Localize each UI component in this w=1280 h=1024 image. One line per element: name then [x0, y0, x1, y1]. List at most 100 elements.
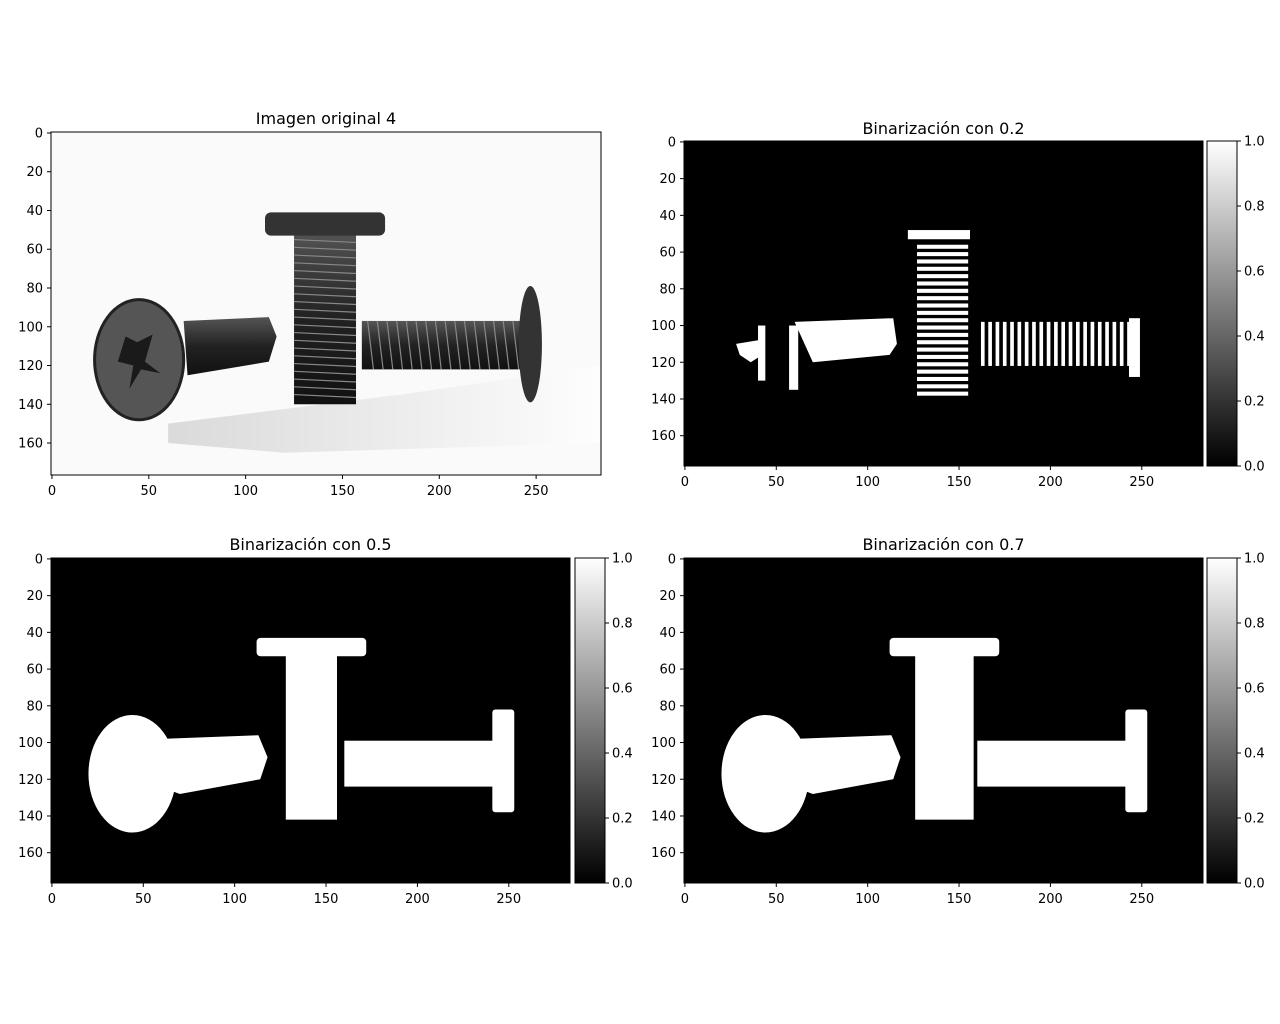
left-screw-shaft [183, 317, 277, 376]
thread-line [294, 331, 357, 337]
thread-stripe [917, 376, 969, 381]
colorbar-gradient [1206, 557, 1238, 884]
x-tick-label: 150 [947, 475, 972, 490]
screw-shadow [168, 365, 601, 453]
subplot-1: Imagen original 4 0 50 100 150 200 250 0 20 40 60 8… [18, 109, 602, 499]
colorbar-tick-label: 0.4 [1244, 747, 1265, 762]
thread-line [396, 320, 404, 370]
colorbar-tick-label: 0.4 [612, 747, 633, 762]
right-shaft-blob [344, 740, 500, 787]
colorbar-tick-label: 0.8 [612, 617, 633, 632]
y-tick-label: 0 [668, 135, 676, 150]
colorbar-tick-label: 0.8 [1244, 617, 1265, 632]
colorbar: 0.0 0.2 0.4 0.6 0.8 1.0 [1206, 135, 1265, 475]
x-tick-label: 100 [855, 892, 880, 907]
subplot-title: Binarización con 0.2 [862, 119, 1024, 138]
thread-stripe [1061, 321, 1066, 366]
y-tick-label: 140 [651, 809, 676, 824]
thread-line [425, 320, 433, 370]
x-tick-label: 250 [524, 484, 549, 499]
y-tick-label: 40 [659, 626, 676, 641]
thread-line [294, 393, 357, 399]
thread-stripe [917, 362, 969, 367]
subplot-title: Imagen original 4 [256, 109, 396, 128]
y-tick-label: 60 [26, 243, 43, 258]
thread-stripe [1024, 321, 1029, 366]
y-tick-label: 0 [35, 126, 43, 141]
thread-stripe [1017, 321, 1022, 366]
right-screw-head [518, 286, 542, 403]
thread-line [415, 320, 423, 370]
thread-stripe [917, 354, 969, 359]
colorbar-tick-label: 0.6 [1244, 265, 1265, 280]
colorbar: 0.0 0.2 0.4 0.6 0.8 1.0 [574, 552, 633, 892]
thread-stripe [1090, 321, 1095, 366]
thread-stripe [917, 369, 969, 374]
colorbar-tick-label: 0.4 [1244, 330, 1265, 345]
left-head-blob [721, 714, 810, 833]
thread-stripe [1039, 321, 1044, 366]
y-tick-label: 160 [18, 437, 43, 452]
phillips-fragment [758, 325, 766, 381]
thread-line [386, 320, 394, 370]
x-tick-label: 100 [233, 484, 258, 499]
thread-stripe [917, 244, 969, 249]
x-tick-label: 0 [48, 484, 56, 499]
colorbar-tick-label: 1.0 [1244, 135, 1265, 150]
y-tick-label: 140 [651, 392, 676, 407]
y-tick-label: 40 [659, 209, 676, 224]
thread-line [294, 262, 357, 267]
thread-line [294, 293, 357, 298]
thread-line [434, 320, 442, 370]
subplot-4: Binarización con 0.7 0 50 100 150 200 250 0 20 40… [651, 535, 1265, 907]
y-tick-label: 120 [651, 773, 676, 788]
y-tick-label: 80 [659, 282, 676, 297]
thread-line [294, 324, 357, 329]
y-tick-label: 160 [651, 429, 676, 444]
x-tick-label: 200 [405, 892, 430, 907]
thread-line [483, 320, 491, 370]
y-tick-label: 120 [651, 356, 676, 371]
thread-stripe [917, 340, 969, 345]
thread-stripe [917, 384, 969, 389]
thread-stripe [917, 332, 969, 337]
x-tick-label: 200 [1038, 892, 1063, 907]
left-shaft-blob [161, 735, 268, 794]
colorbar-tick-label: 0.2 [1244, 812, 1265, 827]
thread-line [294, 277, 357, 282]
y-tick-label: 60 [659, 246, 676, 261]
thread-line [473, 320, 481, 370]
left-head-blob [88, 714, 177, 833]
thread-line [376, 320, 384, 370]
thread-line [294, 246, 357, 251]
right-screw-shaft [361, 320, 527, 370]
x-tick-label: 0 [681, 475, 689, 490]
thread-line [294, 285, 357, 290]
y-tick-label: 100 [651, 736, 676, 751]
phillips-recess [117, 334, 161, 389]
thread-line [405, 320, 413, 370]
thread-line [294, 362, 357, 368]
colorbar-gradient [1206, 140, 1238, 467]
thread-line [454, 320, 462, 370]
axes-frame [50, 131, 602, 476]
colorbar: 0.0 0.2 0.4 0.6 0.8 1.0 [1206, 552, 1265, 892]
x-tick-label: 200 [427, 484, 452, 499]
thread-line [502, 320, 510, 370]
thread-stripe [1010, 321, 1014, 366]
y-tick-label: 160 [18, 846, 43, 861]
image-area [684, 141, 1203, 466]
colorbar-tick-label: 0.0 [612, 877, 633, 892]
thread-stripe [1075, 321, 1080, 366]
thread-line [512, 320, 520, 370]
x-tick-label: 50 [135, 892, 152, 907]
thread-line [294, 370, 357, 375]
colorbar-tick-label: 0.6 [612, 682, 633, 697]
subplot-2: Binarización con 0.2 0 50 100 150 200 250 0 20 40… [651, 119, 1265, 490]
thread-line [294, 316, 357, 321]
thread-line [294, 347, 357, 352]
x-tick-label: 50 [768, 892, 785, 907]
x-tick-label: 150 [330, 484, 355, 499]
colorbar-tick-label: 0.2 [612, 812, 633, 827]
